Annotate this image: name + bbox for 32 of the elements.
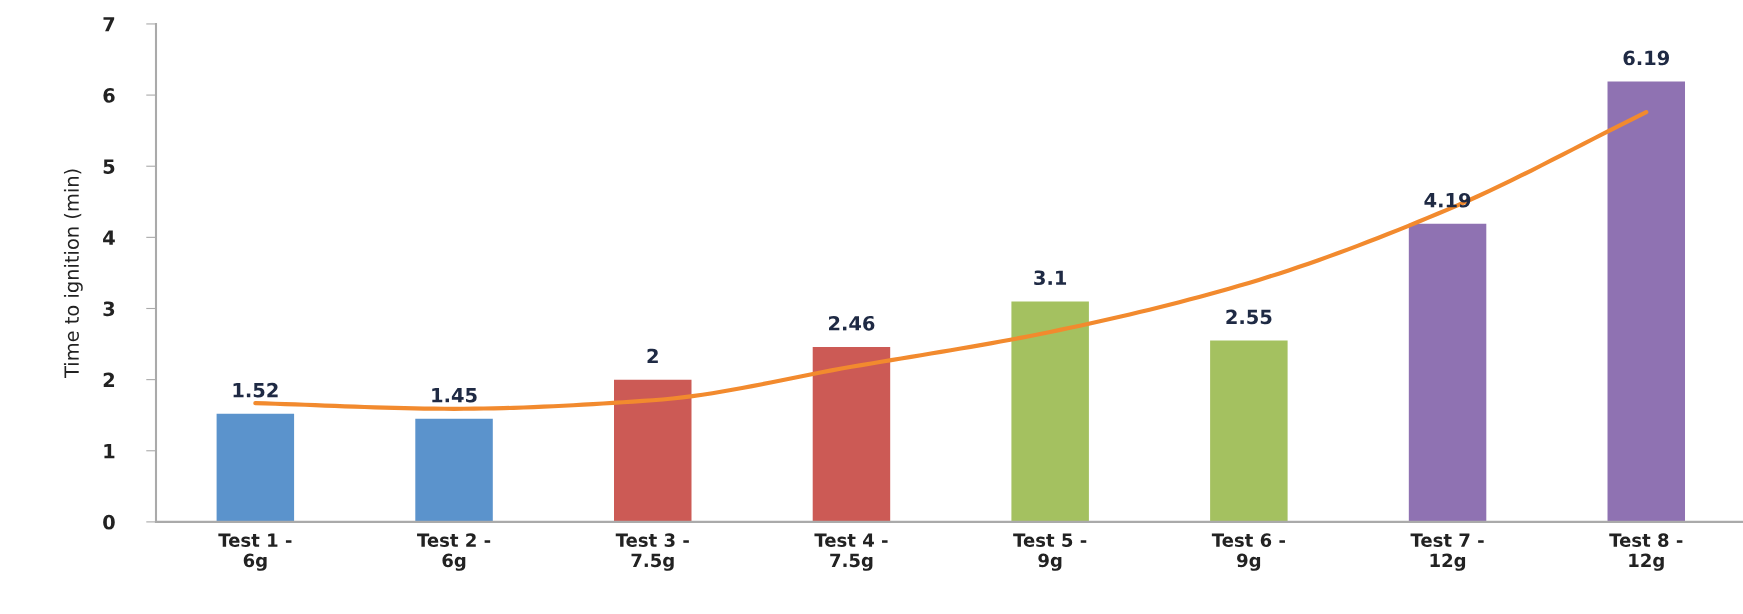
y-axis-title: Time to ignition (min) (63, 169, 83, 379)
bar (415, 418, 493, 522)
y-tick-label: 5 (103, 159, 115, 174)
bar (1210, 340, 1288, 522)
x-tick-label: Test 4 - 7.5g (814, 533, 888, 571)
bar (1607, 81, 1686, 522)
data-label: 2.55 (1226, 309, 1272, 325)
x-tick-label: Test 7 - 12g (1410, 533, 1484, 571)
y-tick-label: 4 (103, 230, 115, 245)
x-tick-label: Test 5 - 9g (1013, 533, 1087, 571)
data-label: 6.19 (1623, 50, 1670, 66)
x-tick-label: Test 6 - 9g (1211, 533, 1285, 571)
bar (812, 346, 891, 522)
data-label: 1.52 (233, 382, 278, 398)
bar (216, 413, 295, 522)
x-tick-label: Test 2 - 6g (417, 533, 491, 571)
y-tick-label: 1 (104, 443, 115, 459)
y-tick-label: 0 (103, 514, 115, 530)
data-label: 1.45 (432, 388, 477, 403)
y-tick-label: 2 (103, 372, 115, 388)
x-tick-label: Test 3 - 7.5g (615, 533, 689, 571)
bar (1011, 301, 1089, 522)
data-label: 3.1 (1034, 270, 1067, 286)
y-tick-label: 6 (103, 88, 115, 103)
data-label: 2.46 (829, 315, 875, 331)
x-tick-label: Test 1 - 6g (218, 533, 292, 571)
data-label: 2 (647, 348, 658, 364)
bar (614, 379, 692, 522)
x-tick-label: Test 8 - 12g (1609, 533, 1683, 571)
y-tick-label: 3 (103, 301, 115, 317)
y-tick-label: 7 (103, 17, 115, 32)
bar (1408, 223, 1487, 522)
